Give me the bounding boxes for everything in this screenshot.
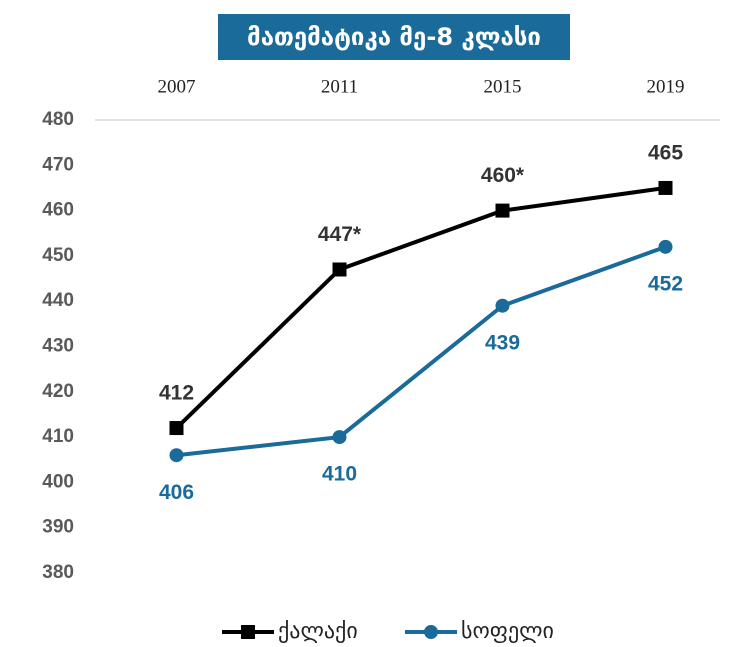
legend-marker [424, 625, 438, 639]
y-tick-label: 460 [42, 200, 74, 221]
data-label: 406 [159, 481, 194, 504]
y-tick-label: 410 [42, 426, 74, 447]
data-point [658, 239, 673, 254]
series-line [175, 185, 666, 430]
data-label: 460* [481, 164, 525, 187]
data-point [658, 180, 673, 195]
data-point [332, 430, 347, 445]
data-label: 465 [648, 141, 683, 164]
data-point [495, 298, 510, 313]
y-tick-label: 440 [42, 290, 74, 311]
y-tick-label: 430 [42, 336, 74, 357]
data-point [169, 421, 184, 436]
y-tick-label: 470 [42, 154, 74, 175]
y-tick-label: 420 [42, 381, 74, 402]
y-tick-label: 480 [42, 109, 74, 130]
legend-label: ქალაქი [278, 619, 358, 644]
data-label: 447* [318, 223, 362, 246]
title-box [218, 14, 570, 60]
y-tick-label: 390 [42, 517, 74, 538]
chart-title: მათემატიკა მე-8 კლასი [247, 23, 541, 51]
x-tick-label: 2019 [647, 76, 685, 97]
y-tick-label: 400 [42, 471, 74, 492]
data-point [495, 203, 510, 218]
y-tick-label: 380 [42, 562, 74, 583]
legend-label: სოფელი [461, 619, 554, 644]
series-line [176, 244, 667, 458]
y-tick-label: 450 [42, 245, 74, 266]
legend-marker [241, 625, 255, 639]
data-point [332, 262, 347, 277]
x-tick-label: 2011 [321, 76, 358, 97]
x-tick-label: 2007 [158, 76, 196, 97]
data-label: 412 [159, 382, 194, 405]
x-tick-label: 2015 [484, 76, 522, 97]
data-label: 439 [485, 331, 520, 354]
data-label: 452 [648, 272, 683, 295]
data-label: 410 [322, 463, 357, 486]
data-point [169, 448, 184, 463]
